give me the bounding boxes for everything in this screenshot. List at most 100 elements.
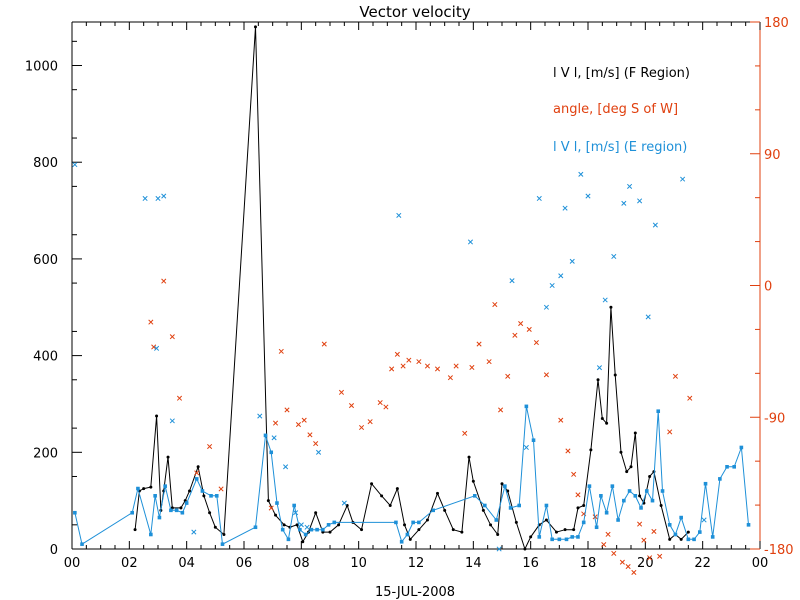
data-point [406, 357, 412, 363]
series-3 [72, 162, 707, 552]
data-point [263, 433, 268, 438]
data-point [278, 348, 284, 354]
data-point [72, 162, 78, 168]
y-tick-label-right: 180 [764, 16, 789, 31]
chart-title: Vector velocity [359, 3, 470, 21]
data-point [321, 341, 327, 347]
data-point [284, 407, 290, 413]
data-point [377, 400, 383, 406]
data-point [639, 506, 643, 510]
data-point [486, 359, 492, 365]
data-point [558, 273, 564, 279]
y-tick-label-left: 200 [33, 446, 58, 461]
legend: l V l, [m/s] (F Region) angle, [deg S of … [553, 66, 690, 155]
data-point [613, 373, 617, 377]
data-point [209, 494, 213, 498]
data-point [321, 527, 325, 532]
data-point [326, 523, 331, 527]
data-point [601, 542, 607, 548]
data-point [625, 564, 631, 570]
data-point [196, 465, 200, 469]
data-point [416, 359, 422, 365]
data-point [471, 479, 475, 483]
data-point [380, 494, 384, 498]
data-point [537, 535, 542, 539]
data-point [161, 193, 167, 199]
data-point [611, 550, 617, 556]
data-point [80, 542, 84, 546]
x-tick-label: 20 [637, 556, 654, 571]
data-point [176, 395, 183, 401]
data-point [616, 518, 620, 522]
data-point [191, 529, 197, 535]
data-point [338, 389, 345, 395]
data-point [271, 435, 277, 441]
data-point [611, 253, 617, 260]
data-point [509, 278, 515, 284]
y-tick-label-right: -180 [764, 543, 794, 558]
data-point [220, 542, 225, 546]
data-point [213, 525, 217, 529]
data-point [194, 477, 199, 481]
data-point [309, 527, 314, 532]
data-point [155, 195, 161, 202]
data-point [133, 528, 137, 532]
data-point [564, 537, 569, 542]
data-point [703, 481, 708, 486]
data-point [622, 498, 626, 503]
data-point [447, 375, 453, 381]
y-tick-label-left: 0 [50, 543, 58, 558]
data-point [576, 506, 580, 510]
data-point [180, 510, 185, 515]
x-tick-label: 00 [752, 556, 769, 571]
data-point [650, 498, 655, 503]
data-point [698, 530, 702, 534]
data-point [533, 340, 539, 346]
x-tick-label: 04 [178, 556, 195, 571]
y-tick-label-right: -90 [764, 411, 785, 426]
data-point [687, 395, 693, 401]
data-point [315, 449, 322, 455]
legend-entry: l V l, [m/s] (F Region) [553, 66, 690, 81]
data-point [275, 501, 279, 505]
data-point [408, 537, 412, 541]
data-point [725, 465, 729, 469]
series-2 [73, 404, 751, 546]
data-point [405, 532, 410, 537]
data-point [169, 334, 175, 340]
data-point [667, 523, 672, 527]
data-point [492, 301, 498, 308]
data-point [358, 424, 365, 431]
data-point [570, 535, 575, 539]
data-point [434, 366, 441, 372]
data-point [523, 444, 529, 451]
data-point [266, 499, 270, 503]
data-point [222, 532, 226, 536]
x-tick-label: 12 [408, 556, 425, 571]
data-point [599, 494, 603, 498]
data-point [549, 282, 555, 289]
data-point [629, 465, 633, 469]
data-point [637, 198, 643, 204]
data-point [394, 351, 400, 357]
data-point [218, 486, 224, 492]
data-point [557, 537, 562, 542]
data-point [496, 546, 502, 552]
data-point [469, 364, 475, 371]
data-point [660, 489, 665, 493]
data-point [301, 417, 307, 423]
data-point [136, 486, 140, 491]
data-point [184, 501, 189, 505]
data-point [307, 432, 313, 438]
data-point [179, 506, 183, 510]
data-point [298, 522, 304, 528]
data-point [500, 482, 504, 486]
data-point [518, 321, 524, 327]
series-line [134, 26, 689, 551]
data-point [314, 511, 318, 515]
data-point [399, 539, 404, 544]
data-point [451, 528, 455, 532]
x-tick-label: 14 [465, 556, 482, 571]
data-point [396, 212, 402, 218]
data-point [544, 518, 548, 522]
